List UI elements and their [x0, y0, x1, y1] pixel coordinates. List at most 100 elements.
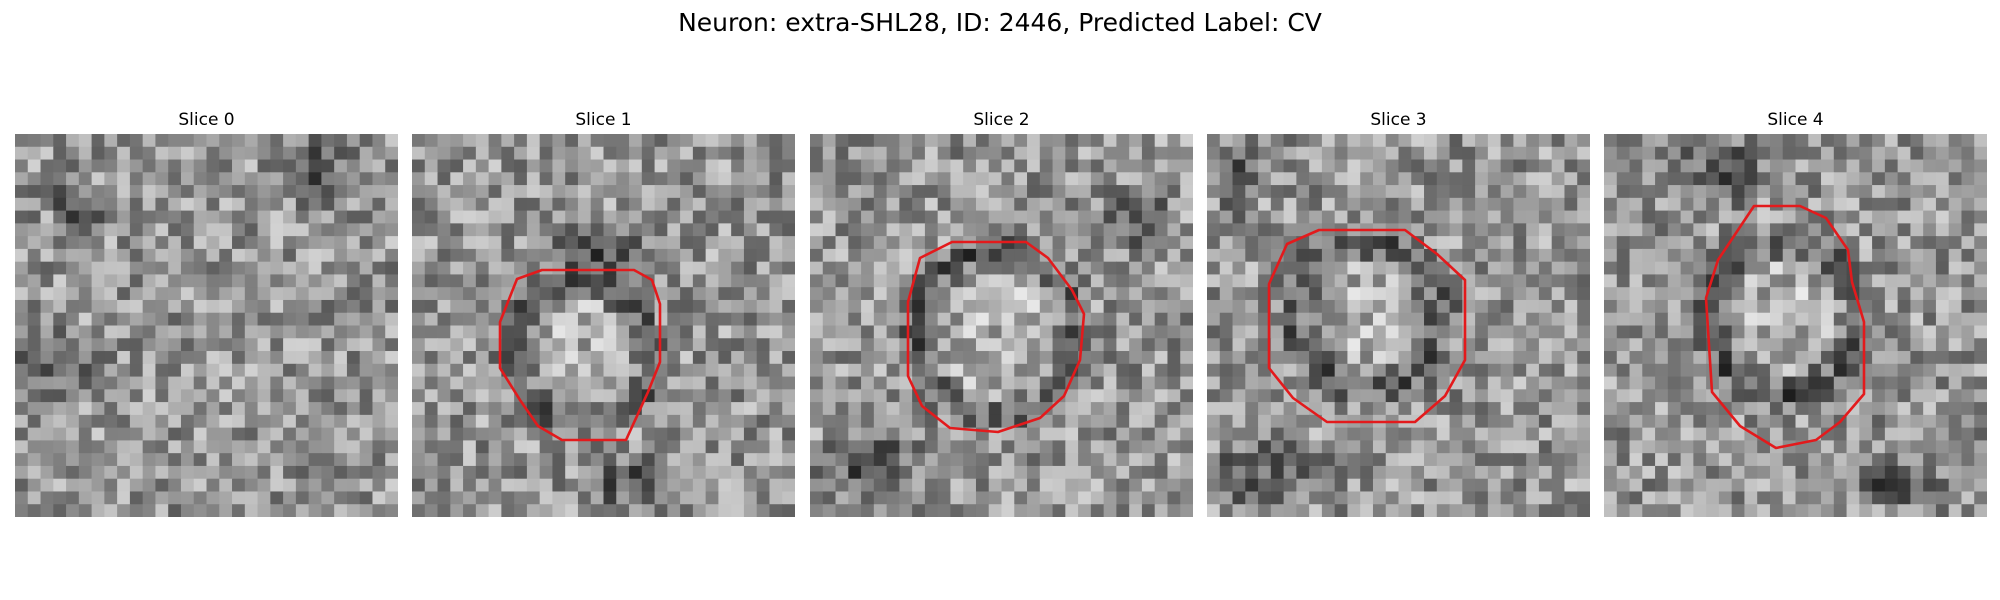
image-pixel	[1935, 325, 1950, 339]
image-pixel	[1680, 248, 1694, 263]
image-pixel	[1577, 146, 1590, 161]
image-pixel	[244, 287, 259, 301]
image-pixel	[66, 351, 80, 365]
image-pixel	[1411, 159, 1425, 173]
image-pixel	[1526, 261, 1540, 276]
image-pixel	[1116, 146, 1130, 161]
image-pixel	[1270, 185, 1285, 199]
image-pixel	[1961, 325, 1975, 339]
image-pixel	[1270, 134, 1285, 148]
image-pixel	[1526, 465, 1540, 480]
image-pixel	[1232, 465, 1246, 480]
image-pixel	[488, 287, 502, 301]
image-pixel	[321, 185, 335, 199]
image-pixel	[1309, 172, 1323, 186]
image-pixel	[1141, 159, 1156, 173]
image-pixel	[1680, 287, 1694, 301]
image-pixel	[1360, 478, 1374, 493]
image-pixel	[1462, 134, 1476, 148]
image-pixel	[1436, 338, 1451, 352]
image-pixel	[437, 325, 451, 339]
image-pixel	[295, 223, 310, 237]
image-pixel	[1180, 376, 1193, 390]
image-pixel	[450, 427, 464, 441]
image-pixel	[654, 427, 668, 441]
image-pixel	[193, 402, 208, 416]
image-pixel	[1655, 402, 1669, 416]
image-pixel	[1103, 478, 1117, 493]
image-pixel	[1039, 363, 1054, 378]
image-pixel	[1207, 440, 1221, 454]
image-pixel	[1923, 427, 1937, 441]
image-pixel	[769, 159, 783, 173]
image-pixel	[1245, 299, 1259, 314]
image-pixel	[1629, 351, 1643, 365]
image-pixel	[539, 274, 554, 288]
image-pixel	[372, 159, 386, 173]
image-pixel	[1090, 223, 1105, 237]
image-pixel	[424, 491, 439, 505]
image-pixel	[257, 185, 271, 199]
image-pixel	[654, 453, 668, 467]
image-pixel	[450, 236, 464, 250]
image-pixel	[475, 146, 490, 161]
image-pixel	[1731, 185, 1746, 199]
image-pixel	[1731, 287, 1746, 301]
image-pixel	[283, 185, 297, 199]
image-pixel	[1167, 185, 1181, 199]
image-pixel	[1808, 197, 1822, 212]
image-pixel	[514, 261, 528, 276]
image-pixel	[950, 427, 964, 441]
image-pixel	[924, 223, 939, 237]
image-pixel	[1347, 248, 1361, 263]
image-pixel	[129, 248, 144, 263]
image-pixel	[1129, 261, 1143, 276]
image-pixel	[680, 312, 694, 327]
image-pixel	[1436, 478, 1451, 493]
image-pixel	[501, 402, 515, 416]
image-pixel	[616, 299, 630, 314]
image-pixel	[1629, 491, 1643, 505]
image-pixel	[308, 261, 322, 276]
image-pixel	[1680, 312, 1694, 327]
image-pixel	[142, 261, 157, 276]
image-pixel	[219, 453, 233, 467]
image-pixel	[437, 299, 451, 314]
image-pixel	[1398, 351, 1412, 365]
image-pixel	[1782, 159, 1797, 173]
image-pixel	[810, 261, 824, 276]
image-pixel	[1782, 376, 1797, 390]
image-pixel	[1436, 402, 1451, 416]
image-pixel	[412, 491, 426, 505]
image-pixel	[219, 325, 233, 339]
image-pixel	[193, 414, 208, 429]
image-pixel	[1360, 402, 1374, 416]
image-pixel	[1948, 223, 1963, 237]
image-pixel	[629, 376, 643, 390]
image-pixel	[603, 491, 617, 505]
image-pixel	[1731, 236, 1746, 250]
image-pixel	[104, 185, 118, 199]
image-pixel	[1154, 338, 1169, 352]
image-pixel	[463, 491, 477, 505]
image-pixel	[1014, 478, 1028, 493]
image-pixel	[1551, 287, 1566, 301]
image-pixel	[1744, 185, 1758, 199]
image-pixel	[321, 325, 335, 339]
image-pixel	[1680, 338, 1694, 352]
image-pixel	[488, 325, 502, 339]
image-pixel	[1347, 491, 1361, 505]
image-pixel	[616, 491, 630, 505]
image-pixel	[193, 465, 208, 480]
image-pixel	[219, 376, 233, 390]
image-pixel	[810, 210, 824, 224]
image-pixel	[129, 453, 144, 467]
image-pixel	[1309, 274, 1323, 288]
image-pixel	[1334, 440, 1349, 454]
image-pixel	[667, 134, 681, 148]
image-pixel	[769, 210, 783, 224]
image-pixel	[1449, 325, 1463, 339]
image-pixel	[1321, 185, 1336, 199]
image-pixel	[590, 299, 605, 314]
image-pixel	[1296, 363, 1310, 378]
